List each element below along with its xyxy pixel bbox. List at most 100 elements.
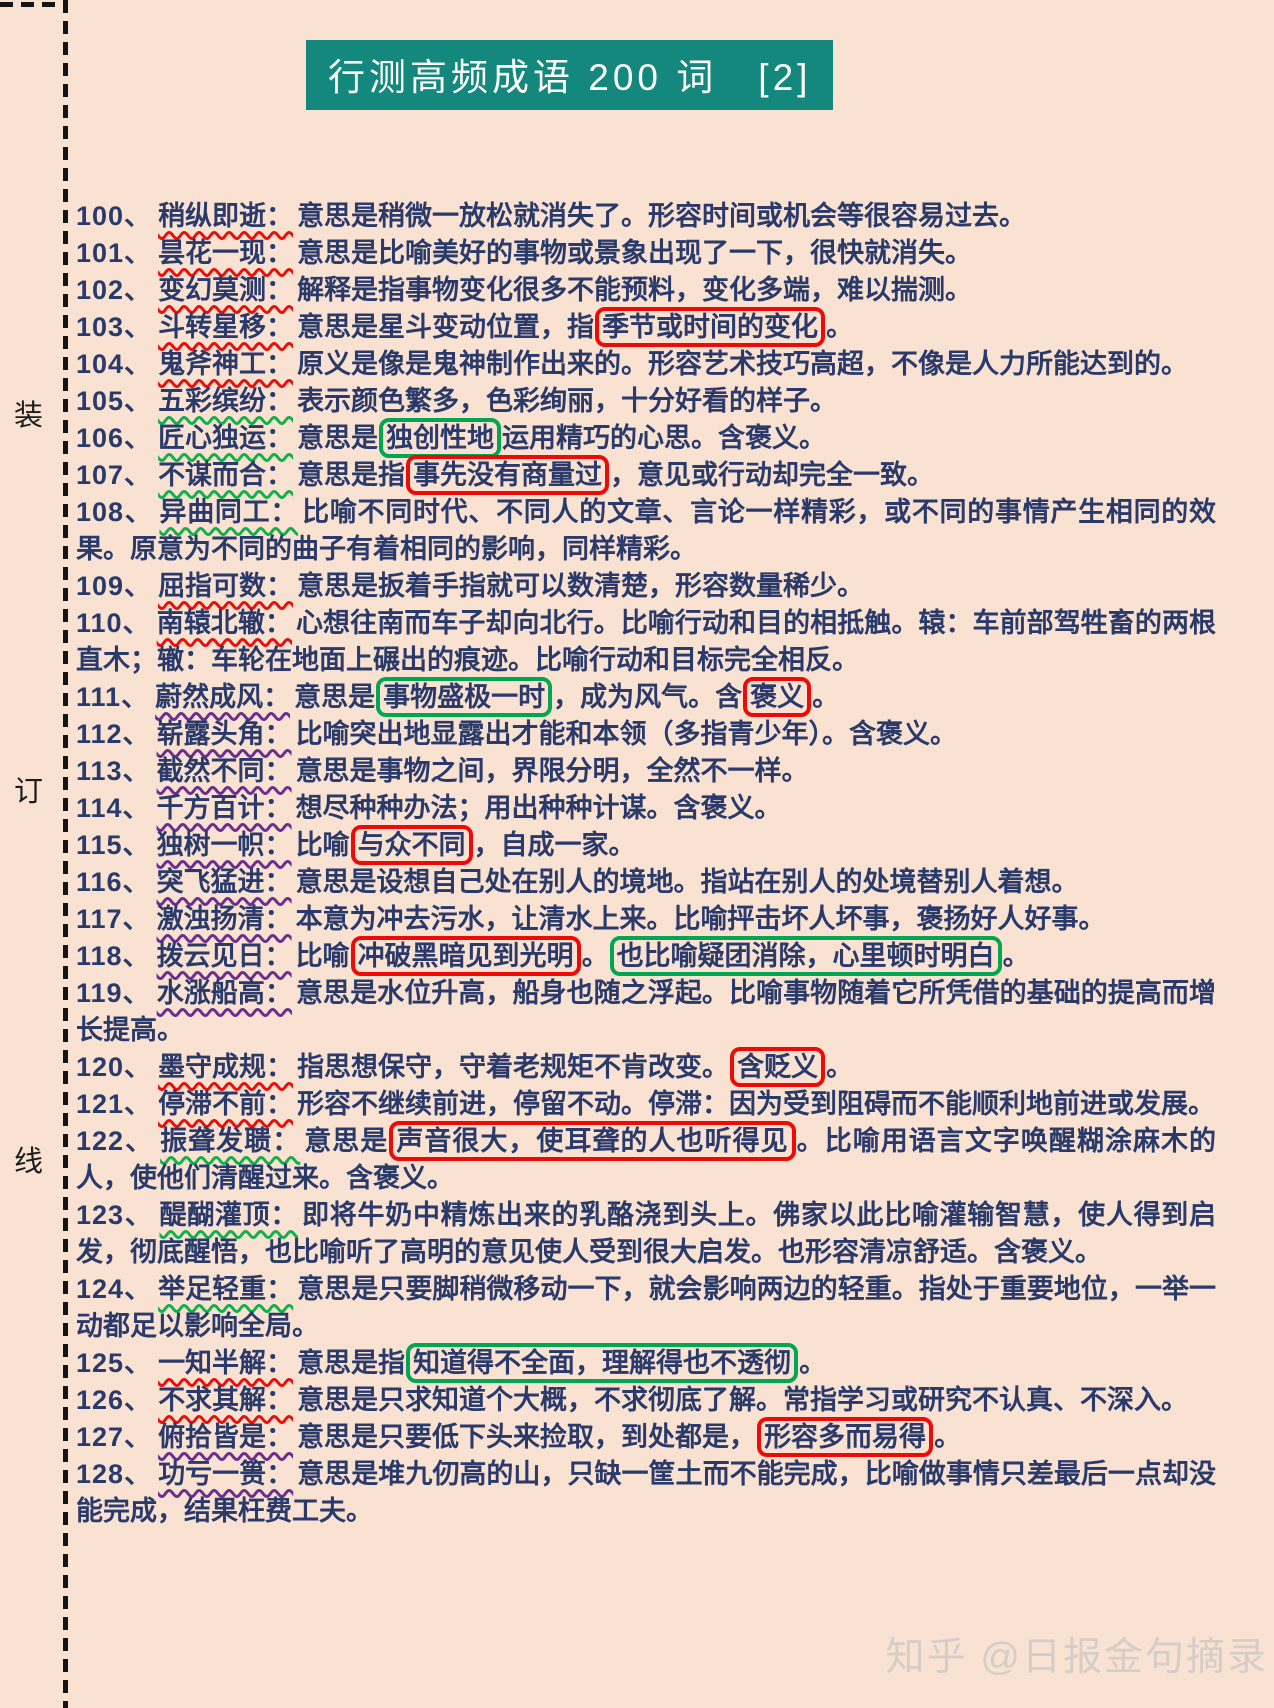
definition-text: 本意为冲去污水，让清水上来。比喻抨击坏人坏事，褒扬好人好事。 xyxy=(295,904,1106,934)
idiom-entry: 102、 变幻莫测： 解释是指事物变化很多不能预料，变化多端，难以揣测。 xyxy=(76,272,1216,309)
definition-text: 指思想保守，守着老规矩不肯改变。 xyxy=(297,1052,730,1082)
definition-text: ，意见或行动却完全一致。 xyxy=(610,460,935,490)
entry-number: 124、 xyxy=(76,1274,153,1304)
idiom-entry: 110、 南辕北辙： 心想往南而车子却向北行。比喻行动和目的相抵触。辕：车前部驾牲畜… xyxy=(76,605,1216,679)
idiom-term: 水涨船高： xyxy=(156,978,292,1008)
idiom-term: 截然不同： xyxy=(156,756,292,786)
idiom-term: 一知半解： xyxy=(158,1348,294,1378)
highlight-box-red: 含贬义 xyxy=(730,1047,826,1087)
idiom-term: 五彩缤纷： xyxy=(158,386,294,416)
highlight-box-red: 褒义 xyxy=(743,677,812,717)
idiom-term: 墨守成规： xyxy=(158,1052,294,1082)
definition-text: 。 xyxy=(934,1422,962,1452)
entry-number: 111、 xyxy=(76,682,150,712)
entry-number: 122、 xyxy=(76,1126,155,1156)
definition-text: 原义是像是鬼神制作出来的。形容艺术技巧高超，不像是人力所能达到的。 xyxy=(297,349,1189,379)
entry-number: 116、 xyxy=(76,867,151,897)
idiom-entry: 113、 截然不同： 意思是事物之间，界限分明，全然不一样。 xyxy=(76,753,1216,790)
definition-text: 意思是指 xyxy=(297,460,406,490)
definition-text: 。 xyxy=(799,1348,827,1378)
idiom-term: 俯拾皆是： xyxy=(158,1422,294,1452)
idiom-entry: 108、 异曲同工： 比喻不同时代、不同人的文章、言论一样精彩，或不同的事情产生相同… xyxy=(76,494,1216,568)
idiom-entry: 100、 稍纵即逝： 意思是稍微一放松就消失了。形容时间或机会等很容易过去。 xyxy=(76,198,1216,235)
definition-text: 意思是比喻美好的事物或景象出现了一下，很快就消失。 xyxy=(297,238,973,268)
idiom-entry: 116、 突飞猛进： 意思是设想自己处在别人的境地。指站在别人的处境替别人着想。 xyxy=(76,864,1216,901)
definition-text: 比喻突出地显露出才能和本领（多指青少年）。含褒义。 xyxy=(295,719,958,749)
idiom-entry: 120、 墨守成规： 指思想保守，守着老规矩不肯改变。 含贬义。 xyxy=(76,1047,1216,1087)
entry-number: 120、 xyxy=(76,1052,153,1082)
definition-text: 比喻不同时代、不同人的文章、言论一样精彩，或不同的事情产生相同的效果。原意为不同… xyxy=(76,497,1216,564)
idiom-entry: 107、 不谋而合： 意思是指 事先没有商量过 ，意见或行动却完全一致。 xyxy=(76,455,1216,495)
idiom-entry: 104、 鬼斧神工： 原义是像是鬼神制作出来的。形容艺术技巧高超，不像是人力所能达到… xyxy=(76,346,1216,383)
definition-text: 意思是 xyxy=(297,423,379,453)
definition-text: 。 xyxy=(812,682,840,712)
entry-number: 121、 xyxy=(76,1089,153,1119)
highlight-box-green: 也比喻疑团消除，心里顿时明白 xyxy=(609,936,1002,976)
definition-text: 。 xyxy=(581,941,609,971)
highlight-box-red: 声音很大，使耳聋的人也听得见 xyxy=(389,1121,796,1161)
idiom-entry: 125、 一知半解： 意思是指 知道得不全面，理解得也不透彻。 xyxy=(76,1343,1216,1383)
idiom-entry: 127、 俯拾皆是： 意思是只要低下头来捡取，到处都是， 形容多而易得。 xyxy=(76,1417,1216,1457)
idiom-entry: 128、 功亏一篑： 意思是堆九仞高的山，只缺一筐土而不能完成，比喻做事情只差最后一… xyxy=(76,1456,1216,1530)
binding-dash-vertical xyxy=(63,0,68,1708)
entry-number: 127、 xyxy=(76,1422,153,1452)
idiom-term: 突飞猛进： xyxy=(156,867,292,897)
idiom-entry: 111、 蔚然成风： 意思是 事物盛极一时 ，成为风气。含 褒义。 xyxy=(76,677,1216,717)
idiom-term: 独树一帜： xyxy=(156,830,292,860)
entry-number: 113、 xyxy=(76,756,151,786)
entry-number: 108、 xyxy=(76,497,154,527)
idiom-entry: 118、 拨云见日： 比喻 冲破黑暗见到光明。也比喻疑团消除，心里顿时明白。 xyxy=(76,936,1216,976)
entry-number: 123、 xyxy=(76,1200,154,1230)
definition-text: 。 xyxy=(1002,941,1030,971)
definition-text: 意思是只求知道个大概，不求彻底了解。常指学习或研究不认真、不深入。 xyxy=(297,1385,1189,1415)
definition-text: 意思是只要低下头来捡取，到处都是， xyxy=(297,1422,757,1452)
definition-text: 。 xyxy=(826,1052,854,1082)
idiom-term: 千方百计： xyxy=(156,793,292,823)
idiom-term: 不谋而合： xyxy=(158,460,294,490)
entry-number: 119、 xyxy=(76,978,151,1008)
definition-text: 想尽种种办法；用出种种计谋。含褒义。 xyxy=(295,793,782,823)
definition-text: 意思是堆九仞高的山，只缺一筐土而不能完成，比喻做事情只差最后一点却没能完成，结果… xyxy=(76,1459,1217,1526)
highlight-box-red: 事先没有商量过 xyxy=(406,455,610,495)
idiom-term: 醍醐灌顶： xyxy=(159,1200,299,1230)
idiom-entry: 126、 不求其解： 意思是只求知道个大概，不求彻底了解。常指学习或研究不认真、不深… xyxy=(76,1382,1216,1419)
idiom-entry: 117、 激浊扬清： 本意为冲去污水，让清水上来。比喻抨击坏人坏事，褒扬好人好事。 xyxy=(76,901,1216,938)
idiom-term: 举足轻重： xyxy=(158,1274,294,1304)
idiom-entry: 119、 水涨船高： 意思是水位升高，船身也随之浮起。比喻事物随着它所凭借的基础的提… xyxy=(76,975,1216,1049)
definition-text: 意思是水位升高，船身也随之浮起。比喻事物随着它所凭借的基础的提高而增长提高。 xyxy=(76,978,1217,1045)
highlight-box-red: 与众不同 xyxy=(350,825,473,865)
entry-number: 125、 xyxy=(76,1348,153,1378)
entry-number: 106、 xyxy=(76,423,153,453)
binding-dash-top xyxy=(0,2,68,7)
definition-text: 意思是 xyxy=(304,1126,389,1156)
definition-text: 运用精巧的心思。含褒义。 xyxy=(502,423,827,453)
highlight-box-green: 事物盛极一时 xyxy=(376,677,553,717)
document-content: 行测高频成语 200 词 [2] 100、 稍纵即逝： 意思是稍微一放松就消失了。形… xyxy=(76,0,1216,1530)
idiom-term: 变幻莫测： xyxy=(158,275,294,305)
idiom-term: 不求其解： xyxy=(158,1385,294,1415)
idiom-entry: 112、 崭露头角： 比喻突出地显露出才能和本领（多指青少年）。含褒义。 xyxy=(76,716,1216,753)
definition-text: 比喻 xyxy=(295,941,350,971)
idiom-entry: 101、 昙花一现： 意思是比喻美好的事物或景象出现了一下，很快就消失。 xyxy=(76,235,1216,272)
idiom-term: 鬼斧神工： xyxy=(158,349,294,379)
idiom-term: 振聋发聩： xyxy=(160,1126,301,1156)
binding-label-zhuang: 装 xyxy=(14,400,44,432)
entry-number: 128、 xyxy=(76,1459,153,1489)
definition-text: 意思是指 xyxy=(297,1348,406,1378)
idiom-entry: 114、 千方百计： 想尽种种办法；用出种种计谋。含褒义。 xyxy=(76,790,1216,827)
entry-number: 102、 xyxy=(76,275,153,305)
idiom-term: 异曲同工： xyxy=(159,497,299,527)
definition-text: 。 xyxy=(826,312,854,342)
idiom-entry: 115、 独树一帜： 比喻 与众不同 ，自成一家。 xyxy=(76,825,1216,865)
idiom-entry: 124、 举足轻重： 意思是只要脚稍微移动一下，就会影响两边的轻重。指处于重要地位，… xyxy=(76,1271,1216,1345)
definition-text: 。比喻用语言文字唤醒糊涂麻木的人，使他们清醒过来。含褒义。 xyxy=(76,1126,1217,1193)
idiom-list: 100、 稍纵即逝： 意思是稍微一放松就消失了。形容时间或机会等很容易过去。 101、… xyxy=(76,198,1216,1530)
definition-text: 意思是扳着手指就可以数清楚，形容数量稀少。 xyxy=(297,571,865,601)
definition-text: 意思是 xyxy=(294,682,376,712)
idiom-entry: 123、 醍醐灌顶： 即将牛奶中精炼出来的乳酪浇到头上。佛家以此比喻灌输智慧，使人得… xyxy=(76,1197,1216,1271)
highlight-box-green: 知道得不全面，理解得也不透彻 xyxy=(406,1343,799,1383)
entry-number: 118、 xyxy=(76,941,151,971)
definition-text: 意思是只要脚稍微移动一下，就会影响两边的轻重。指处于重要地位，一举一动都足以影响… xyxy=(76,1274,1217,1341)
entry-number: 103、 xyxy=(76,312,153,342)
